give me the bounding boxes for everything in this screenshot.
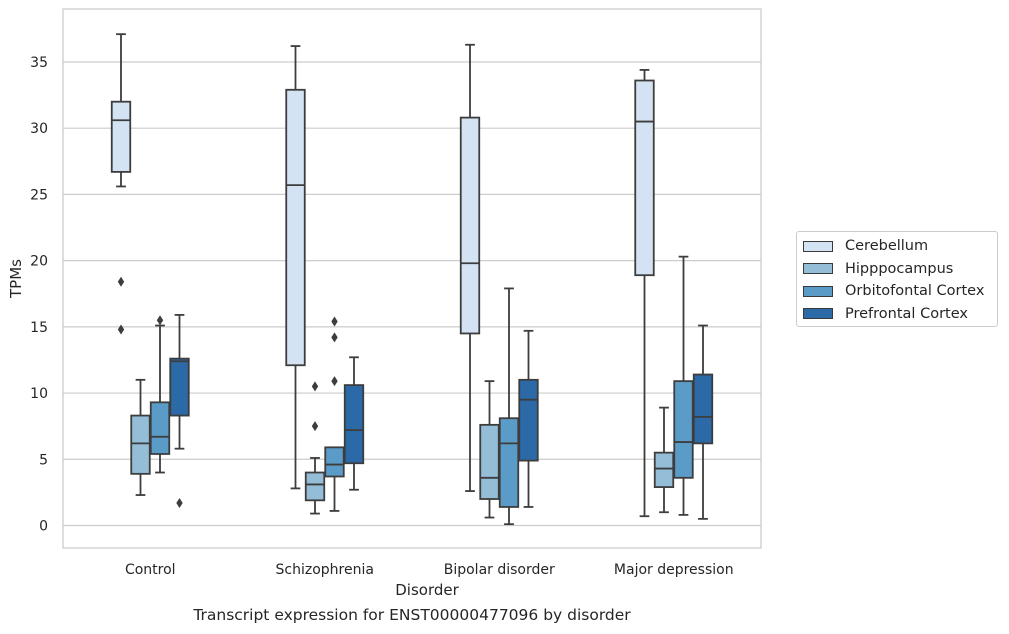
box-body <box>518 378 539 462</box>
x-axis-label: Disorder <box>395 581 459 599</box>
outlier-marker <box>331 316 338 327</box>
box-series <box>110 33 714 526</box>
legend-swatch <box>803 308 833 319</box>
box-major-depression-prefrontal-cortex <box>692 324 714 520</box>
x-tick-label: Major depression <box>614 562 734 578</box>
box-body <box>304 471 326 502</box>
legend-swatch <box>803 240 833 252</box>
box-control-cerebellum <box>110 33 132 335</box>
outlier-marker <box>311 421 319 432</box>
legend-label: Prefrontal Cortex <box>845 305 968 322</box>
box-control-orbitofontal-cortex <box>149 315 171 474</box>
legend-item: Cerebellum <box>803 236 928 256</box>
box-schizophrenia-cerebellum <box>285 45 306 490</box>
box-body <box>498 417 520 508</box>
y-tick-label: 15 <box>30 320 48 336</box>
box-schizophrenia-hipppocampus <box>304 381 326 515</box>
y-tick-label: 0 <box>39 518 48 534</box>
box-schizophrenia-prefrontal-cortex <box>343 356 365 491</box>
legend-label: Hipppocampus <box>845 260 954 277</box>
box-body <box>653 451 675 488</box>
outlier-marker <box>331 376 338 387</box>
y-tick-label: 35 <box>30 55 48 71</box>
y-tick-label: 30 <box>30 121 48 137</box>
box-major-depression-hipppocampus <box>653 406 675 514</box>
box-body <box>634 79 655 277</box>
y-tick-label: 25 <box>30 187 48 203</box>
box-bipolar-disorder-hipppocampus <box>479 380 500 519</box>
box-bipolar-disorder-prefrontal-cortex <box>518 329 539 508</box>
box-major-depression-orbitofontal-cortex <box>673 255 694 516</box>
x-tick-label: Schizophrenia <box>276 562 374 578</box>
legend-label: Cerebellum <box>845 238 929 254</box>
box-body <box>285 88 306 367</box>
box-body <box>149 401 171 455</box>
outlier-marker <box>331 332 338 343</box>
box-body <box>169 357 190 417</box>
legend-swatch <box>803 285 833 297</box>
x-tick-label: Control <box>125 562 176 578</box>
outlier-marker <box>117 276 125 287</box>
outlier-marker <box>156 315 164 326</box>
legend-item: Hipppocampus <box>803 259 953 279</box>
box-control-prefrontal-cortex <box>169 314 190 508</box>
legend: Cerebellum Hipppocampus Orbitofontal Corte… <box>796 231 998 327</box>
box-control-hipppocampus <box>130 378 151 496</box>
box-body <box>459 116 481 335</box>
legend-item: Orbitofontal Cortex <box>803 281 984 301</box>
y-tick-label: 10 <box>30 386 48 402</box>
outlier-marker <box>311 381 319 392</box>
y-tick-label: 5 <box>39 452 48 468</box>
box-major-depression-cerebellum <box>634 69 655 518</box>
legend-item: Prefrontal Cortex <box>803 304 968 324</box>
y-tick-labels: 0 5 10 15 20 25 30 35 <box>30 55 48 535</box>
plot-frame <box>62 8 762 549</box>
box-body <box>324 446 345 478</box>
x-tick-label: Bipolar disorder <box>444 562 555 578</box>
legend-swatch <box>803 263 833 274</box>
box-body <box>692 373 714 445</box>
chart-caption: Transcript expression for ENST0000047709… <box>193 606 631 624</box>
box-schizophrenia-orbitofontal-cortex <box>324 316 345 512</box>
legend-label: Orbitofontal Cortex <box>845 283 985 299</box>
box-body <box>130 414 151 475</box>
box-body <box>673 380 694 479</box>
box-body <box>479 423 500 500</box>
y-axis-label: TPMs <box>7 259 25 299</box>
outlier-marker <box>117 324 125 335</box>
box-body <box>343 384 365 465</box>
x-tick-labels: Control Schizophrenia Bipolar disorder Majo… <box>125 562 734 578</box>
outlier-marker <box>176 497 183 508</box>
box-bipolar-disorder-cerebellum <box>459 43 481 492</box>
box-body <box>110 100 132 173</box>
box-bipolar-disorder-orbitofontal-cortex <box>498 287 520 526</box>
y-tick-label: 20 <box>30 254 48 270</box>
